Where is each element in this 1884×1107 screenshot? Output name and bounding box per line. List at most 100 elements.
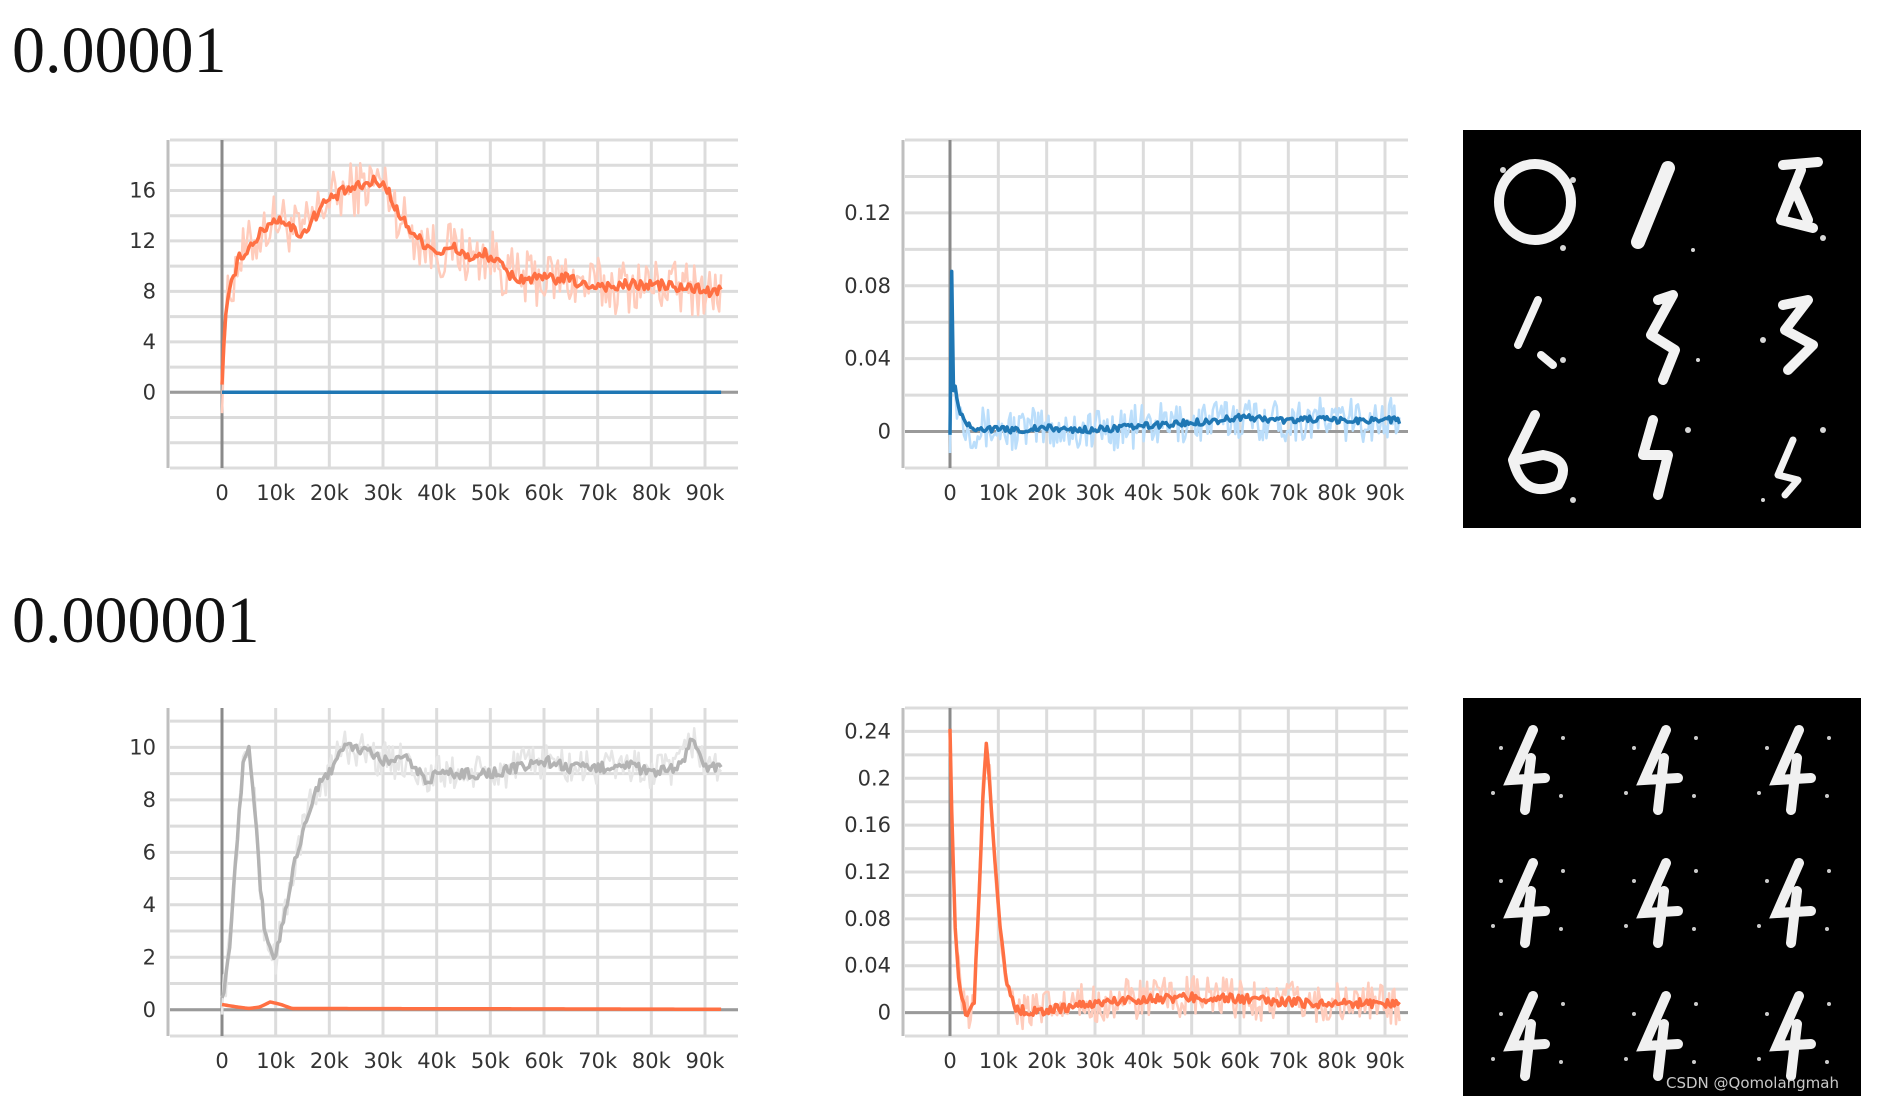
- digit-cell: [1624, 863, 1698, 943]
- digit-cell: [1491, 863, 1565, 943]
- digit-scribble-b: [1514, 296, 1557, 369]
- y-tick-label: 12: [129, 229, 156, 253]
- generated-digits-image-2: CSDN @Qomolangmah: [1463, 698, 1861, 1096]
- digit-scribble-f: [1774, 436, 1802, 499]
- digit-6-shape: [1508, 410, 1568, 494]
- x-tick-label: 80k: [632, 481, 672, 505]
- series-line: [220, 737, 723, 999]
- section-title-1: 0.00001: [12, 14, 227, 87]
- x-tick-label: 50k: [471, 481, 511, 505]
- x-tick-label: 30k: [1076, 481, 1116, 505]
- chart-1: 0 4 8 12 16 0 10k 20k 30k 40k 50k 60k 70k 80k 90k: [129, 138, 738, 505]
- x-tick-label: 40k: [1124, 1049, 1164, 1073]
- generated-digits-image-1: [1463, 130, 1861, 528]
- y-tick-label: 0: [878, 420, 891, 444]
- x-tick-label: 10k: [979, 481, 1019, 505]
- series-raw-line: [220, 726, 723, 1015]
- x-tick-label: 60k: [525, 1049, 565, 1073]
- x-tick-label: 0: [943, 1049, 956, 1073]
- digit-cell: [1624, 730, 1698, 810]
- x-tick-label: 50k: [1172, 481, 1212, 505]
- x-tick-label: 10k: [979, 1049, 1019, 1073]
- digit-cell: [1757, 863, 1831, 943]
- x-tick-label: 70k: [578, 1049, 618, 1073]
- y-tick-label: 0.2: [858, 766, 891, 790]
- x-tick-label: 40k: [417, 1049, 457, 1073]
- x-tick-label: 20k: [1027, 481, 1067, 505]
- y-tick-label: 4: [143, 330, 156, 354]
- digit-cell: [1624, 996, 1698, 1076]
- digit-scribble-d: [1778, 295, 1818, 375]
- y-tick-label: 8: [143, 279, 156, 303]
- x-tick-label: 60k: [525, 481, 565, 505]
- x-tick-label: 60k: [1221, 481, 1261, 505]
- y-tick-label: 0: [878, 1001, 891, 1025]
- noise-dots-1: [1500, 167, 1826, 503]
- chart-3: 0 2 4 6 8 10 0 10k 20k 30k 40k 50k 60k 70k 80k 90k: [129, 708, 738, 1073]
- x-tick-label: 10k: [256, 1049, 296, 1073]
- x-tick-label: 20k: [1027, 1049, 1067, 1073]
- x-tick-label: 90k: [686, 1049, 726, 1073]
- x-tick-label: 0: [215, 481, 228, 505]
- y-tick-label: 6: [143, 840, 156, 864]
- digit-grid-2: [1463, 698, 1861, 1096]
- x-tick-label: 30k: [364, 1049, 404, 1073]
- y-tick-label: 16: [129, 178, 156, 202]
- x-tick-label: 70k: [1269, 1049, 1309, 1073]
- x-tick-label: 80k: [632, 1049, 672, 1073]
- y-tick-label: 0.08: [844, 907, 891, 931]
- digit-0-shape: [1494, 159, 1576, 245]
- series-line: [220, 174, 723, 385]
- digit-cell: [1491, 730, 1565, 810]
- series-raw-line: [220, 162, 723, 414]
- digit-grid-1: [1494, 157, 1826, 503]
- series-line: [221, 1000, 722, 1011]
- y-tick-label: 4: [143, 893, 156, 917]
- digit-1-shape: [1631, 161, 1675, 249]
- y-tick-label: 0.08: [844, 274, 891, 298]
- y-tick-label: 0.12: [844, 860, 891, 884]
- x-tick-label: 20k: [310, 481, 350, 505]
- x-tick-label: 60k: [1221, 1049, 1261, 1073]
- watermark: CSDN @Qomolangmah: [1665, 1074, 1839, 1092]
- y-tick-label: 10: [129, 735, 156, 759]
- y-tick-label: 0.24: [844, 719, 891, 743]
- x-tick-label: 0: [215, 1049, 228, 1073]
- digit-cell: [1757, 730, 1831, 810]
- x-tick-label: 10k: [256, 481, 296, 505]
- x-tick-label: 80k: [1317, 1049, 1357, 1073]
- y-tick-label: 0.12: [844, 201, 891, 225]
- digit-cell: [1757, 996, 1831, 1076]
- y-tick-label: 0: [143, 998, 156, 1022]
- y-tick-label: 0: [143, 380, 156, 404]
- x-tick-label: 0: [943, 481, 956, 505]
- x-tick-label: 90k: [686, 481, 726, 505]
- y-tick-label: 0.16: [844, 813, 891, 837]
- x-tick-label: 80k: [1317, 481, 1357, 505]
- y-tick-label: 2: [143, 945, 156, 969]
- x-tick-label: 90k: [1366, 481, 1406, 505]
- chart-2: 0 0.04 0.08 0.12 0 10k 20k 30k 40k 50k 60k 70k 80k 90…: [844, 138, 1408, 505]
- y-tick-label: 8: [143, 788, 156, 812]
- y-tick-label: 0.04: [844, 954, 891, 978]
- series-line: [948, 269, 1402, 435]
- x-tick-label: 30k: [1076, 1049, 1116, 1073]
- digit-scribble-e: [1638, 415, 1673, 500]
- x-tick-label: 30k: [364, 481, 404, 505]
- y-tick-label: 0.04: [844, 347, 891, 371]
- digit-cell: [1491, 996, 1565, 1076]
- series-raw-line: [948, 749, 1401, 1031]
- x-tick-label: 70k: [1269, 481, 1309, 505]
- x-tick-label: 90k: [1366, 1049, 1406, 1073]
- x-tick-label: 20k: [310, 1049, 350, 1073]
- x-tick-label: 40k: [1124, 481, 1164, 505]
- x-tick-label: 70k: [578, 481, 618, 505]
- digit-scribble-a: [1776, 157, 1823, 233]
- section-title-2: 0.000001: [12, 584, 260, 657]
- digit-scribble-c: [1646, 290, 1680, 385]
- series-line: [948, 728, 1401, 1018]
- x-tick-label: 40k: [417, 481, 457, 505]
- chart-4: 0 0.04 0.08 0.12 0.16 0.2 0.24 0 10k 20k 30k 40k 50k…: [844, 706, 1408, 1073]
- x-tick-label: 50k: [1172, 1049, 1212, 1073]
- x-tick-label: 50k: [471, 1049, 511, 1073]
